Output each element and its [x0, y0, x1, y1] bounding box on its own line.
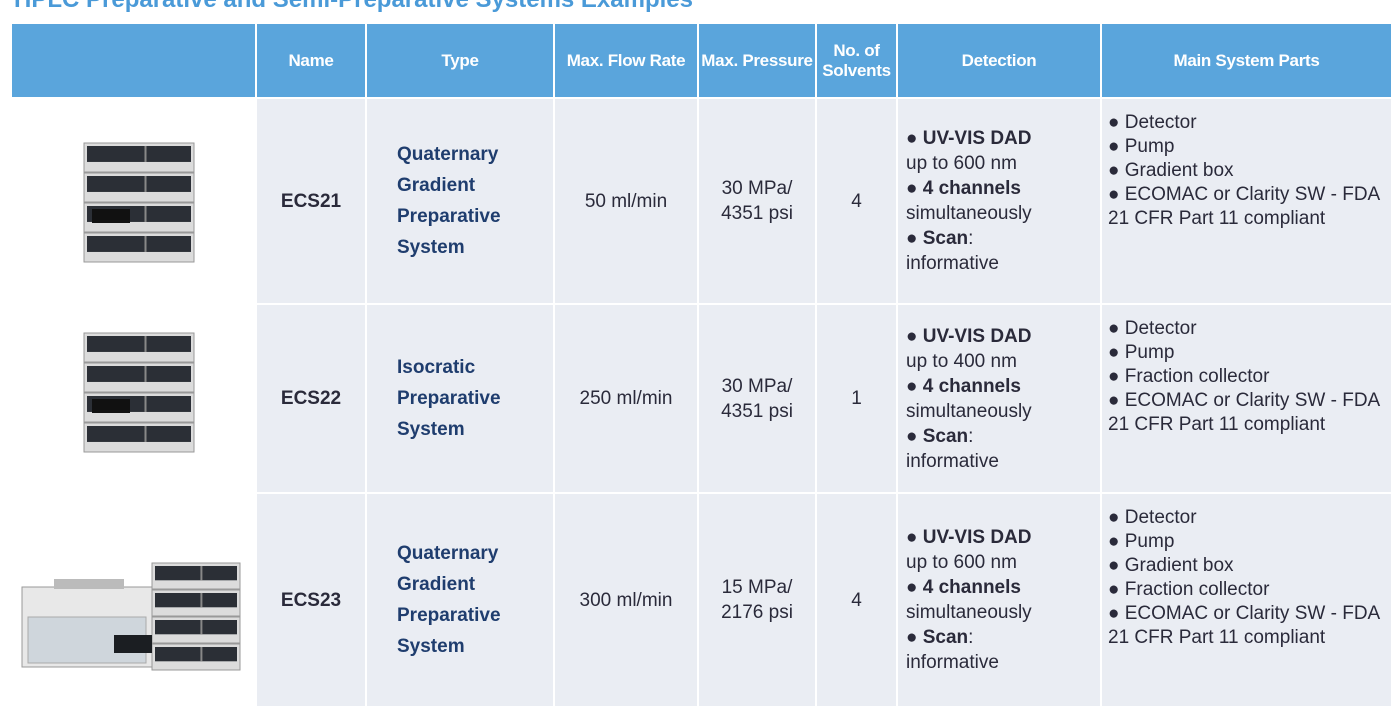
- flow-rate: 250 ml/min: [553, 303, 699, 494]
- detection: ● UV-VIS DAD up to 400 nm ● 4 channels simu…: [896, 303, 1102, 494]
- pressure-line: 30 MPa/: [721, 178, 793, 199]
- table-row: ECS21 Quaternary Gradient Preparative Sys…: [10, 97, 1391, 305]
- detection-suffix: :: [968, 425, 974, 447]
- detection-feature: ● 4 channels: [906, 375, 1021, 397]
- system-type: Quaternary Gradient Preparative System: [365, 97, 555, 305]
- system-part: ● Fraction collector: [1108, 579, 1270, 600]
- system-part: ● Detector: [1108, 112, 1197, 133]
- system-part: ● Pump: [1108, 136, 1175, 157]
- image-cell: [10, 492, 257, 708]
- table-row: ECS22 Isocratic Preparative System 250 ml/…: [10, 303, 1391, 494]
- detection-detail: informative: [906, 253, 999, 274]
- flow-rate: 50 ml/min: [553, 97, 699, 305]
- system-part: ● ECOMAC or Clarity SW - FDA 21 CFR Part…: [1108, 390, 1380, 435]
- system-part: ● Gradient box: [1108, 555, 1234, 576]
- column-header: No. of Solvents: [815, 22, 898, 99]
- system-type: Quaternary Gradient Preparative System: [365, 492, 555, 708]
- system-type: Isocratic Preparative System: [365, 303, 555, 494]
- pressure-line: 2176 psi: [721, 602, 793, 623]
- column-header: Detection: [896, 22, 1102, 99]
- system-name: ECS23: [255, 492, 367, 708]
- detection-feature: ● Scan: [906, 627, 969, 648]
- detection-key: ● 4 channels: [906, 176, 1092, 201]
- detection-suffix: :: [968, 228, 974, 249]
- system-part: ● Gradient box: [1108, 160, 1234, 181]
- pressure: 30 MPa/4351 psi: [697, 97, 817, 305]
- column-header: Main System Parts: [1100, 22, 1391, 99]
- parts: ● Detector ● Pump ● Fraction collector ● EC…: [1100, 303, 1391, 494]
- pressure: 30 MPa/4351 psi: [697, 303, 817, 494]
- detection-key: ● Scan:: [906, 226, 1092, 251]
- system-part: ● Detector: [1108, 507, 1197, 528]
- pressure-line: 4351 psi: [721, 203, 793, 224]
- system-name: ECS21: [255, 97, 367, 305]
- column-header: Max. Pressure: [697, 22, 817, 99]
- pressure: 15 MPa/2176 psi: [697, 492, 817, 708]
- header-row: Name Type Max. Flow Rate Max. Pressure No. o…: [10, 22, 1391, 99]
- page-title: HPLC Preparative and Semi-Preparative Sy…: [14, 0, 693, 14]
- detection-key: ● UV-VIS DAD: [906, 324, 1092, 349]
- instrument-photo: [83, 332, 194, 453]
- solvents: 1: [815, 303, 898, 494]
- detection-key: ● UV-VIS DAD: [906, 126, 1092, 151]
- detection: ● UV-VIS DAD up to 600 nm ● 4 channels simu…: [896, 97, 1102, 305]
- detection-key: ● UV-VIS DAD: [906, 525, 1092, 550]
- detection-key: ● 4 channels: [906, 575, 1092, 600]
- image-cell: [10, 303, 257, 494]
- solvents: 4: [815, 492, 898, 708]
- system-part: ● Pump: [1108, 342, 1175, 363]
- pressure-line: 30 MPa/: [721, 375, 793, 397]
- parts: ● Detector ● Pump ● Gradient box ● Fraction…: [1100, 492, 1391, 708]
- detection-detail: informative: [906, 450, 999, 472]
- system-part: ● Detector: [1108, 318, 1197, 339]
- detection-detail: simultaneously: [906, 400, 1032, 422]
- column-header: Type: [365, 22, 555, 99]
- flow-rate: 300 ml/min: [553, 492, 699, 708]
- column-header: Max. Flow Rate: [553, 22, 699, 99]
- systems-table: Name Type Max. Flow Rate Max. Pressure No. o…: [10, 22, 1391, 708]
- detection: ● UV-VIS DAD up to 600 nm ● 4 channels simu…: [896, 492, 1102, 708]
- solvents: 4: [815, 97, 898, 305]
- system-name: ECS22: [255, 303, 367, 494]
- detection-feature: ● 4 channels: [906, 577, 1021, 598]
- detection-detail: up to 600 nm: [906, 552, 1017, 573]
- detection-detail: up to 400 nm: [906, 350, 1017, 372]
- detection-suffix: :: [968, 627, 974, 648]
- image-cell: [10, 97, 257, 305]
- detection-key: ● Scan:: [906, 625, 1092, 650]
- system-part: ● Pump: [1108, 531, 1175, 552]
- system-part: ● ECOMAC or Clarity SW - FDA 21 CFR Part…: [1108, 184, 1380, 229]
- detection-feature: ● Scan: [906, 425, 969, 447]
- pressure-line: 4351 psi: [721, 400, 793, 422]
- instrument-photo: [83, 142, 194, 262]
- detection-feature: ● UV-VIS DAD: [906, 325, 1032, 347]
- parts: ● Detector ● Pump ● Gradient box ● ECOMAC o…: [1100, 97, 1391, 305]
- detection-detail: up to 600 nm: [906, 153, 1017, 174]
- detection-detail: simultaneously: [906, 203, 1032, 224]
- header-cell: [10, 22, 257, 99]
- pressure-line: 15 MPa/: [721, 577, 793, 598]
- detection-key: ● 4 channels: [906, 374, 1092, 399]
- detection-key: ● Scan:: [906, 424, 1092, 449]
- table-row: ECS23 Quaternary Gradient Preparative Sys…: [10, 492, 1391, 708]
- detection-detail: informative: [906, 652, 999, 673]
- detection-feature: ● 4 channels: [906, 178, 1021, 199]
- system-part: ● Fraction collector: [1108, 366, 1270, 387]
- detection-detail: simultaneously: [906, 602, 1032, 623]
- system-part: ● ECOMAC or Clarity SW - FDA 21 CFR Part…: [1108, 603, 1380, 648]
- detection-feature: ● UV-VIS DAD: [906, 128, 1032, 149]
- column-header: Name: [255, 22, 367, 99]
- detection-feature: ● UV-VIS DAD: [906, 527, 1032, 548]
- detection-feature: ● Scan: [906, 228, 969, 249]
- instrument-photo: [21, 562, 240, 670]
